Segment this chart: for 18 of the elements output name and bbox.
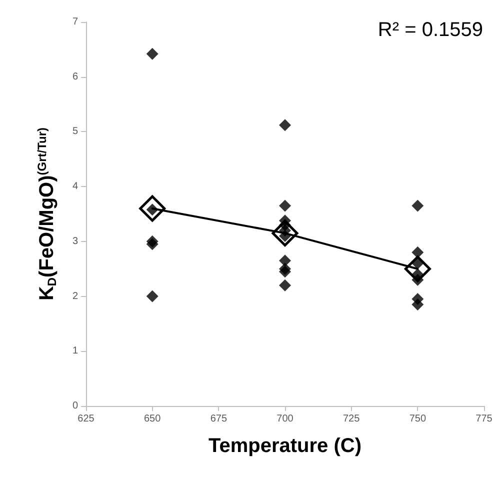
y-tick-label: 2: [72, 290, 78, 302]
annotation: R² = 0.1559: [378, 19, 484, 41]
y-tick-label: 4: [72, 181, 78, 192]
y-axis-title: KD(FeO/MgO)(Grt/Tur): [35, 127, 59, 301]
x-axis-title: Temperature (C): [208, 435, 362, 457]
x-tick-label: 700: [276, 414, 294, 424]
y-tick-label: 5: [72, 126, 78, 138]
x-tick-label: 725: [342, 414, 360, 424]
x-tick-label: 775: [476, 414, 493, 424]
x-tick-label: 650: [144, 414, 162, 424]
x-tick-label: 750: [409, 414, 426, 424]
y-tick-label: 3: [72, 236, 78, 247]
y-tick-label: 6: [72, 71, 78, 82]
y-tick-label: 0: [72, 400, 78, 412]
x-tick-label: 625: [78, 414, 95, 424]
y-tick-label: 1: [72, 346, 78, 357]
y-tick-label: 7: [72, 16, 78, 28]
x-tick-label: 675: [210, 414, 228, 424]
